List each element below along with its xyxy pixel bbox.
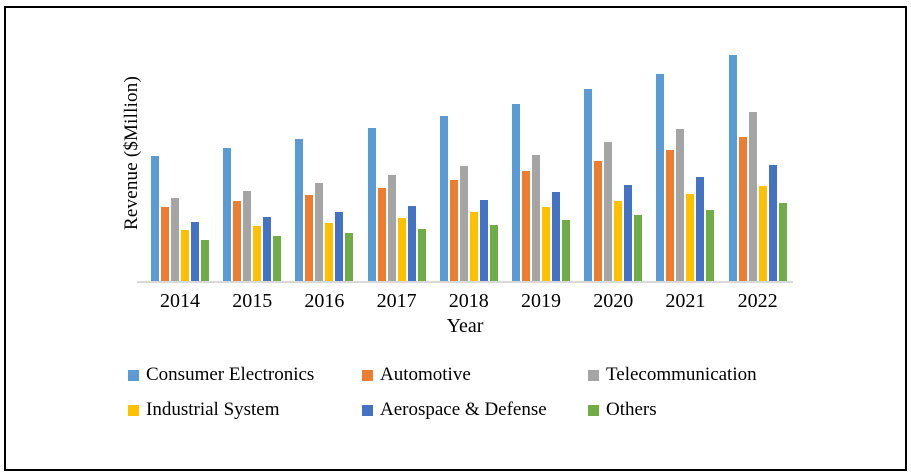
legend-swatch-aerospace-defense (362, 404, 373, 416)
bar-consumer-electronics-2018 (439, 116, 448, 281)
bar-others-2018 (489, 225, 498, 281)
bar-consumer-electronics-2019 (512, 104, 520, 281)
legend-label-automotive: Automotive (380, 364, 471, 385)
bar-telecommunication-2022 (748, 112, 757, 281)
bar-telecommunication-2016 (315, 183, 324, 281)
legend-label-others: Others (606, 399, 657, 420)
bar-industrial-system-2021 (686, 194, 695, 281)
x-tick-2017: 2017 (376, 290, 417, 312)
bar-aerospace-defense-2021 (696, 177, 705, 281)
bar-telecommunication-2017 (387, 175, 396, 281)
bar-others-2017 (417, 229, 426, 281)
bar-industrial-system-2014 (181, 230, 189, 281)
legend-label-industrial-system: Industrial System (146, 399, 280, 420)
legend-swatch-industrial-system (128, 404, 139, 416)
x-axis-title: Year (446, 315, 484, 337)
bar-telecommunication-2021 (676, 129, 685, 281)
bar-telecommunication-2020 (604, 142, 613, 281)
bar-consumer-electronics-2016 (295, 139, 304, 281)
bar-aerospace-defense-2019 (552, 192, 560, 281)
legend-item-telecommunication: Telecommunication (588, 364, 757, 386)
bar-telecommunication-2015 (243, 191, 252, 281)
bar-industrial-system-2020 (614, 201, 623, 281)
bar-telecommunication-2019 (532, 155, 540, 281)
bar-group-2021 (656, 31, 715, 281)
x-tick-2022: 2022 (737, 290, 778, 312)
bar-telecommunication-2018 (459, 166, 468, 281)
legend-item-industrial-system: Industrial System (128, 399, 280, 421)
bar-aerospace-defense-2020 (624, 185, 633, 281)
legend-label-telecommunication: Telecommunication (606, 364, 757, 385)
legend-swatch-telecommunication (588, 369, 599, 381)
legend-item-others: Others (588, 399, 657, 421)
legend-swatch-others (588, 404, 599, 416)
bar-others-2019 (562, 220, 570, 281)
x-tick-2020: 2020 (593, 290, 634, 312)
bar-automotive-2014 (161, 207, 169, 281)
bar-automotive-2015 (233, 201, 242, 281)
bar-group-2019 (512, 31, 570, 281)
bar-others-2014 (201, 240, 209, 281)
legend-label-consumer-electronics: Consumer Electronics (146, 364, 315, 385)
bar-aerospace-defense-2016 (335, 212, 344, 281)
bar-others-2020 (634, 215, 643, 281)
bar-others-2022 (778, 203, 787, 281)
bar-industrial-system-2015 (253, 226, 262, 281)
x-tick-2018: 2018 (448, 290, 489, 312)
bar-group-2014 (151, 31, 209, 281)
legend-item-aerospace-defense: Aerospace & Defense (362, 399, 547, 421)
bar-aerospace-defense-2017 (407, 206, 416, 281)
bar-automotive-2021 (666, 150, 675, 281)
bar-group-2022 (728, 31, 787, 281)
bar-group-2016 (295, 31, 354, 281)
legend-item-automotive: Automotive (362, 364, 471, 386)
bar-consumer-electronics-2015 (223, 148, 232, 281)
bar-industrial-system-2022 (758, 186, 767, 281)
x-tick-2016: 2016 (304, 290, 345, 312)
bar-consumer-electronics-2022 (728, 55, 737, 281)
x-tick-2015: 2015 (232, 290, 273, 312)
x-tick-2019: 2019 (521, 290, 561, 312)
bar-consumer-electronics-2020 (584, 89, 593, 281)
x-tick-2021: 2021 (665, 290, 706, 312)
legend-label-aerospace-defense: Aerospace & Defense (380, 399, 547, 420)
bar-consumer-electronics-2014 (151, 156, 159, 281)
bar-automotive-2018 (449, 180, 458, 281)
legend-item-consumer-electronics: Consumer Electronics (128, 364, 314, 386)
bar-industrial-system-2017 (397, 218, 406, 281)
x-axis-line (137, 281, 793, 283)
bar-others-2016 (345, 233, 354, 281)
legend-swatch-automotive (362, 369, 373, 381)
plot-area (137, 31, 793, 281)
bar-industrial-system-2019 (542, 207, 550, 281)
bar-group-2015 (223, 31, 282, 281)
bar-automotive-2022 (738, 137, 747, 281)
bar-automotive-2016 (305, 195, 314, 281)
bar-industrial-system-2018 (469, 212, 478, 281)
bar-aerospace-defense-2022 (768, 165, 777, 281)
legend-swatch-consumer-electronics (128, 369, 139, 381)
bar-industrial-system-2016 (325, 223, 334, 281)
bar-consumer-electronics-2021 (656, 74, 665, 281)
bar-group-2020 (584, 31, 643, 281)
bar-others-2021 (706, 210, 715, 281)
bar-group-2017 (367, 31, 426, 281)
bar-others-2015 (273, 236, 282, 281)
bar-aerospace-defense-2014 (191, 222, 199, 281)
bar-consumer-electronics-2017 (367, 128, 376, 281)
bar-automotive-2020 (594, 161, 603, 281)
bar-telecommunication-2014 (171, 198, 179, 281)
bar-aerospace-defense-2015 (263, 217, 272, 281)
bar-automotive-2017 (377, 188, 386, 281)
x-tick-2014: 2014 (160, 290, 200, 312)
bar-automotive-2019 (522, 171, 530, 281)
bar-group-2018 (439, 31, 498, 281)
bar-aerospace-defense-2018 (479, 200, 488, 281)
